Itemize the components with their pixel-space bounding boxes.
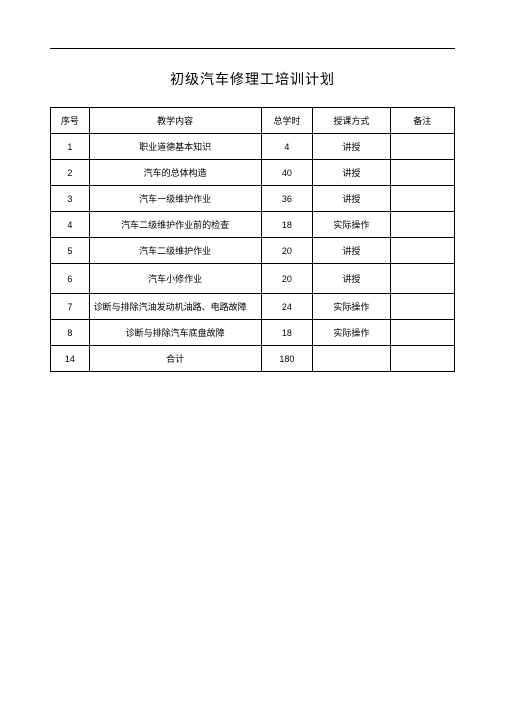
table-row: 1 职业道德基本知识 4 讲授 [51,134,455,160]
cell-seq: 5 [51,238,90,264]
cell-remark [390,134,455,160]
cell-hours: 18 [261,320,313,346]
cell-seq: 14 [51,346,90,372]
cell-method [313,346,390,372]
table-row: 3 汽车一级维护作业 36 讲授 [51,186,455,212]
cell-content: 汽车二级维护作业前的检查 [89,212,261,238]
cell-content: 职业道德基本知识 [89,134,261,160]
cell-remark [390,294,455,320]
table-row: 2 汽车的总体构造 40 讲授 [51,160,455,186]
cell-content: 诊断与排除汽油发动机油路、电路故障 [89,294,261,320]
top-rule [50,48,455,49]
cell-content: 汽车小修作业 [89,264,261,294]
cell-hours: 24 [261,294,313,320]
page-title: 初级汽车修理工培训计划 [50,69,455,89]
table-header-row: 序号 教学内容 总学时 授课方式 备注 [51,108,455,134]
table-row: 5 汽车二级维护作业 20 讲授 [51,238,455,264]
cell-method: 讲授 [313,238,390,264]
col-header-seq: 序号 [51,108,90,134]
cell-remark [390,186,455,212]
col-header-method: 授课方式 [313,108,390,134]
cell-hours: 180 [261,346,313,372]
table-row: 4 汽车二级维护作业前的检查 18 实际操作 [51,212,455,238]
cell-remark [390,160,455,186]
col-header-hours: 总学时 [261,108,313,134]
cell-method: 实际操作 [313,294,390,320]
cell-method: 讲授 [313,160,390,186]
cell-content: 汽车一级维护作业 [89,186,261,212]
training-plan-table: 序号 教学内容 总学时 授课方式 备注 1 职业道德基本知识 4 讲授 2 汽车… [50,107,455,372]
cell-seq: 3 [51,186,90,212]
col-header-content: 教学内容 [89,108,261,134]
cell-hours: 40 [261,160,313,186]
cell-content: 诊断与排除汽车底盘故障 [89,320,261,346]
cell-content: 合计 [89,346,261,372]
cell-method: 讲授 [313,264,390,294]
cell-content: 汽车的总体构造 [89,160,261,186]
cell-hours: 4 [261,134,313,160]
col-header-remark: 备注 [390,108,455,134]
cell-hours: 36 [261,186,313,212]
cell-method: 讲授 [313,186,390,212]
cell-seq: 4 [51,212,90,238]
cell-remark [390,238,455,264]
cell-seq: 2 [51,160,90,186]
cell-seq: 8 [51,320,90,346]
cell-seq: 7 [51,294,90,320]
table-row: 6 汽车小修作业 20 讲授 [51,264,455,294]
table-row: 8 诊断与排除汽车底盘故障 18 实际操作 [51,320,455,346]
cell-seq: 1 [51,134,90,160]
cell-remark [390,264,455,294]
cell-hours: 18 [261,212,313,238]
cell-seq: 6 [51,264,90,294]
table-row: 7 诊断与排除汽油发动机油路、电路故障 24 实际操作 [51,294,455,320]
table-row-total: 14 合计 180 [51,346,455,372]
cell-remark [390,212,455,238]
cell-hours: 20 [261,238,313,264]
cell-method: 实际操作 [313,212,390,238]
cell-remark [390,346,455,372]
cell-remark [390,320,455,346]
cell-content: 汽车二级维护作业 [89,238,261,264]
cell-method: 实际操作 [313,320,390,346]
cell-hours: 20 [261,264,313,294]
cell-method: 讲授 [313,134,390,160]
